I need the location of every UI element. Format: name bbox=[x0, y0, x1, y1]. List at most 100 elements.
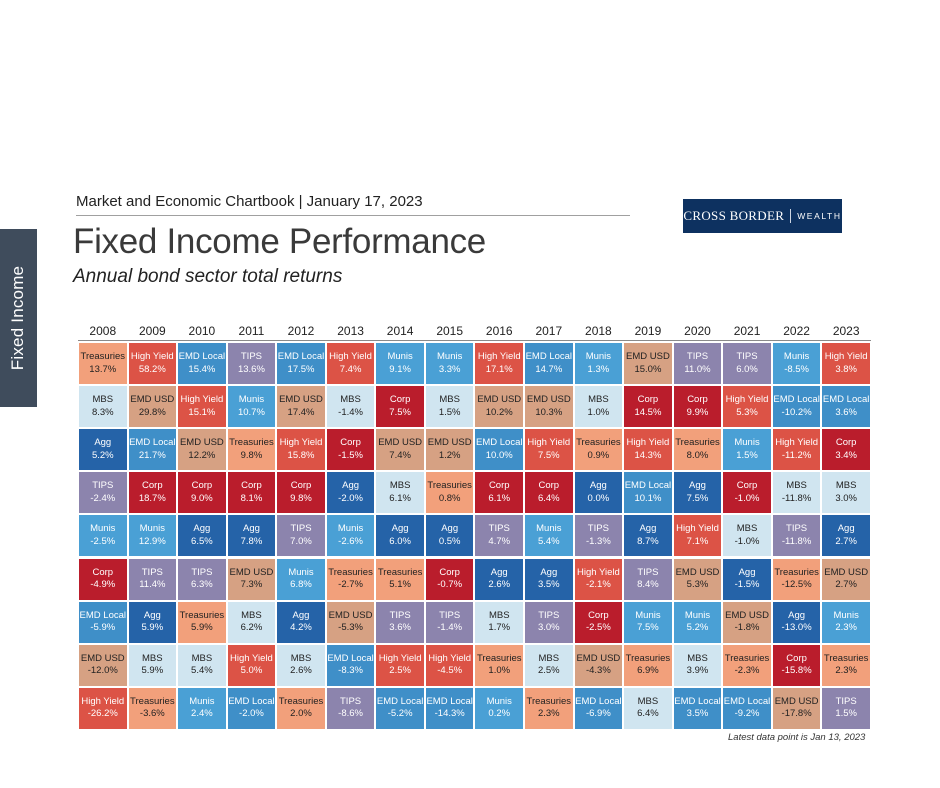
return-value: -15.8% bbox=[781, 665, 812, 677]
year-header-rule bbox=[78, 340, 871, 341]
quilt-cell: EMD USD -17.8% bbox=[771, 686, 822, 730]
sector-label: TIPS bbox=[736, 351, 758, 363]
return-value: 5.9% bbox=[141, 665, 164, 677]
return-value: -17.8% bbox=[781, 708, 812, 720]
return-value: 1.5% bbox=[438, 406, 461, 418]
quilt-cell: Corp -1.0% bbox=[722, 471, 772, 515]
sector-label: High Yield bbox=[279, 437, 323, 449]
sector-label: EMD USD bbox=[279, 394, 323, 406]
year-label: 2012 bbox=[287, 324, 315, 338]
quilt-cell: Agg 3.5% bbox=[524, 557, 574, 601]
return-value: -9.2% bbox=[734, 708, 760, 720]
sector-label: Treasuries bbox=[179, 609, 225, 621]
sector-label: TIPS bbox=[191, 566, 213, 578]
sector-label: MBS bbox=[538, 652, 560, 664]
quilt-cell: Corp 6.4% bbox=[524, 471, 574, 515]
sector-label: EMD USD bbox=[526, 394, 571, 406]
quilt-cell: Treasuries -2.7% bbox=[325, 557, 376, 601]
quilt-cell: Corp 9.8% bbox=[276, 471, 326, 515]
return-value: 3.8% bbox=[835, 363, 857, 375]
sector-label: EMD USD bbox=[675, 566, 720, 578]
sector-label: Munis bbox=[833, 609, 859, 621]
quilt-cell: TIPS 1.5% bbox=[821, 686, 871, 730]
return-value: 3.3% bbox=[438, 363, 461, 375]
year-label: 2014 bbox=[386, 324, 414, 338]
quilt-cell: EMD USD 7.4% bbox=[375, 428, 425, 472]
return-value: 2.3% bbox=[537, 708, 560, 720]
return-value: 1.3% bbox=[587, 363, 610, 375]
quilt-cell: EMD USD 1.2% bbox=[424, 428, 475, 472]
quilt-cell: TIPS 11.4% bbox=[127, 557, 178, 601]
return-value: 0.9% bbox=[587, 449, 610, 461]
quilt-cell: EMD Local -5.9% bbox=[78, 600, 128, 644]
return-value: 15.4% bbox=[188, 363, 216, 375]
year-label: 2021 bbox=[733, 324, 761, 338]
sector-label: Munis bbox=[288, 566, 314, 578]
quilt-cell: EMD Local 10.1% bbox=[623, 471, 673, 515]
quilt-cell: EMD Local -6.9% bbox=[573, 686, 624, 730]
quilt-cell: High Yield 58.2% bbox=[127, 342, 178, 386]
sector-label: Treasuries bbox=[278, 695, 324, 707]
sector-label: EMD Local bbox=[723, 695, 771, 707]
return-value: -4.9% bbox=[90, 579, 116, 591]
quilt-cell: Corp -2.5% bbox=[573, 600, 624, 644]
return-value: 9.8% bbox=[240, 449, 263, 461]
return-value: 10.1% bbox=[634, 492, 662, 504]
return-value: -3.6% bbox=[139, 708, 165, 720]
return-value: 10.3% bbox=[535, 406, 563, 418]
sector-label: EMD USD bbox=[427, 437, 472, 449]
quilt-cell: TIPS 13.6% bbox=[226, 342, 277, 386]
return-value: -8.5% bbox=[784, 363, 810, 375]
sector-label: Agg bbox=[490, 566, 508, 578]
sector-label: High Yield bbox=[428, 652, 472, 664]
sector-label: EMD Local bbox=[476, 437, 523, 449]
quilt-cell: High Yield 5.0% bbox=[226, 643, 277, 687]
return-value: 9.0% bbox=[191, 492, 213, 504]
sector-label: Munis bbox=[90, 523, 116, 535]
return-value: 1.2% bbox=[438, 449, 461, 461]
return-value: 6.2% bbox=[240, 622, 263, 634]
sector-label: Treasuries bbox=[229, 437, 274, 449]
sector-label: Corp bbox=[340, 437, 361, 449]
quilt-cell: Corp 6.1% bbox=[474, 471, 525, 515]
return-value: -1.4% bbox=[338, 406, 363, 418]
quilt-cell: High Yield 2.5% bbox=[375, 643, 425, 687]
return-value: 10.2% bbox=[485, 406, 513, 418]
return-value: 2.4% bbox=[191, 708, 213, 720]
quilt-cell: Agg 4.2% bbox=[276, 600, 326, 644]
sector-label: Agg bbox=[193, 523, 211, 535]
quilt-cell: TIPS 3.0% bbox=[524, 600, 574, 644]
return-value: 3.5% bbox=[686, 708, 709, 720]
return-value: 7.5% bbox=[686, 492, 709, 504]
return-value: 3.5% bbox=[537, 579, 560, 591]
sector-label: High Yield bbox=[81, 695, 125, 707]
quilt-cell: MBS -1.4% bbox=[325, 385, 376, 429]
quilt-cell: Treasuries -3.6% bbox=[127, 686, 178, 730]
return-value: -2.0% bbox=[338, 492, 363, 504]
quilt-cell: Treasuries -2.3% bbox=[722, 643, 772, 687]
sector-label: EMD Local bbox=[426, 695, 473, 707]
return-value: 17.1% bbox=[485, 363, 513, 375]
quilt-cell: MBS 3.0% bbox=[821, 471, 871, 515]
quilt-cell: EMD USD 15.0% bbox=[623, 342, 673, 386]
return-value: 7.5% bbox=[389, 406, 411, 418]
return-value: 1.5% bbox=[736, 449, 758, 461]
quilt-cell: MBS 1.0% bbox=[573, 385, 624, 429]
sector-label: Munis bbox=[139, 523, 165, 535]
quilt-cell: TIPS 3.6% bbox=[375, 600, 425, 644]
return-value: -0.7% bbox=[437, 579, 463, 591]
quilt-cell: Munis 2.4% bbox=[177, 686, 227, 730]
sector-label: TIPS bbox=[240, 351, 262, 363]
sector-label: High Yield bbox=[180, 394, 224, 406]
quilt-cell: TIPS -1.3% bbox=[573, 514, 624, 558]
quilt-cell: High Yield 14.3% bbox=[623, 428, 673, 472]
return-value: -11.2% bbox=[781, 449, 812, 461]
sector-label: TIPS bbox=[290, 523, 312, 535]
logo-separator bbox=[790, 209, 792, 223]
sector-label: Corp bbox=[488, 480, 510, 492]
quilt-cell: Agg 0.5% bbox=[424, 514, 475, 558]
quilt-cell: MBS 8.3% bbox=[78, 385, 128, 429]
sector-label: High Yield bbox=[329, 351, 372, 363]
quilt-cell: Corp -4.9% bbox=[78, 557, 128, 601]
sector-label: High Yield bbox=[725, 394, 769, 406]
